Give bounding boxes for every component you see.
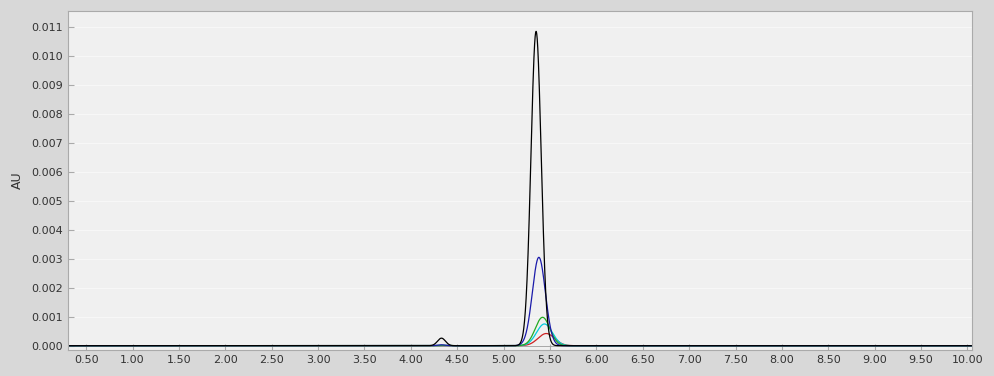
Y-axis label: AU: AU — [11, 172, 24, 190]
